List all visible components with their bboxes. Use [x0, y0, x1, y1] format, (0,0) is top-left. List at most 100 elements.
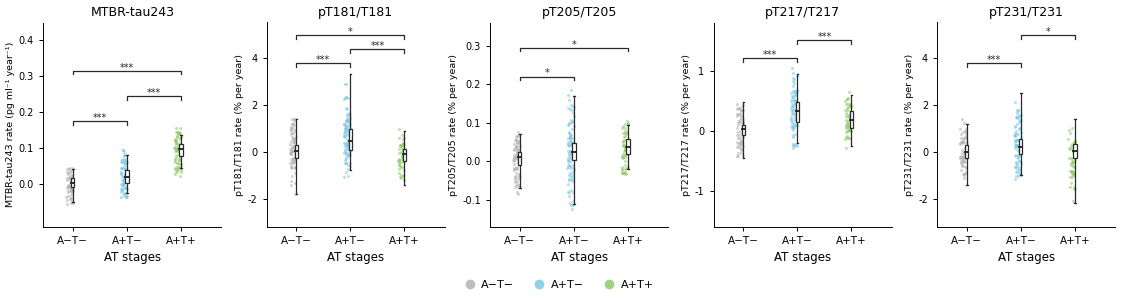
Point: [117, 194, 135, 199]
Point: [953, 150, 971, 155]
Point: [114, 182, 132, 187]
Point: [957, 127, 975, 131]
Point: [168, 141, 186, 146]
Point: [510, 138, 528, 142]
Point: [286, 154, 304, 158]
Title: pT217/T217: pT217/T217: [766, 6, 841, 19]
Point: [1011, 118, 1029, 123]
Point: [1009, 138, 1027, 142]
Point: [617, 171, 634, 176]
Point: [784, 111, 802, 116]
Point: [282, 128, 300, 132]
Point: [564, 199, 582, 203]
Point: [1065, 149, 1083, 154]
Point: [167, 153, 185, 158]
Point: [787, 91, 805, 96]
Point: [118, 187, 136, 191]
Point: [166, 145, 184, 150]
Point: [112, 169, 130, 174]
Point: [1009, 107, 1027, 112]
Point: [508, 140, 526, 145]
Point: [729, 106, 747, 110]
Point: [565, 141, 583, 146]
Point: [63, 187, 81, 192]
Point: [336, 147, 354, 152]
Point: [63, 165, 81, 170]
Bar: [179, 144, 183, 156]
Point: [285, 156, 303, 161]
Point: [729, 112, 747, 117]
Point: [286, 128, 304, 133]
Point: [63, 187, 81, 192]
Point: [335, 97, 353, 102]
Point: [341, 114, 359, 119]
Point: [62, 196, 80, 200]
X-axis label: AT stages: AT stages: [327, 251, 385, 264]
Point: [340, 139, 358, 144]
Point: [118, 160, 136, 165]
Point: [508, 149, 526, 154]
Point: [336, 81, 354, 86]
Point: [504, 153, 522, 158]
Point: [560, 144, 578, 148]
Point: [619, 152, 637, 157]
Point: [395, 140, 413, 145]
Point: [732, 115, 750, 120]
Point: [734, 118, 752, 123]
Point: [168, 146, 186, 151]
Point: [729, 123, 747, 128]
Point: [286, 192, 304, 197]
Point: [785, 128, 803, 132]
Point: [508, 134, 526, 138]
Point: [340, 152, 358, 157]
Point: [563, 119, 581, 124]
Point: [730, 136, 748, 141]
Point: [507, 145, 525, 149]
Point: [286, 135, 304, 140]
Point: [615, 137, 633, 142]
Point: [339, 147, 356, 152]
Point: [786, 88, 804, 93]
Point: [1064, 146, 1082, 151]
Point: [785, 98, 803, 103]
Point: [784, 70, 802, 75]
Point: [787, 106, 805, 111]
Point: [284, 131, 302, 136]
Point: [563, 127, 581, 132]
Point: [336, 125, 354, 130]
Point: [1007, 165, 1025, 170]
Point: [507, 182, 525, 187]
Point: [784, 104, 802, 109]
Point: [504, 159, 522, 164]
Point: [506, 184, 524, 189]
Point: [837, 117, 855, 122]
Point: [286, 151, 304, 156]
Point: [564, 203, 582, 208]
Point: [787, 93, 805, 98]
Point: [168, 146, 186, 151]
Point: [615, 153, 633, 158]
Point: [336, 127, 354, 132]
Point: [167, 169, 185, 174]
Point: [954, 158, 972, 162]
Point: [560, 131, 578, 136]
Point: [785, 111, 803, 116]
Point: [560, 138, 578, 142]
Point: [954, 148, 972, 153]
Point: [784, 123, 802, 128]
Point: [1006, 132, 1023, 137]
Point: [62, 192, 80, 197]
Point: [337, 116, 355, 121]
Point: [1012, 135, 1030, 140]
Point: [1065, 165, 1083, 170]
Point: [342, 112, 360, 116]
Point: [785, 112, 803, 117]
Point: [63, 178, 81, 182]
Point: [339, 130, 356, 134]
Point: [734, 153, 752, 158]
Point: [617, 145, 634, 150]
Point: [509, 152, 527, 156]
Point: [336, 118, 354, 123]
Point: [1007, 145, 1025, 150]
Point: [284, 149, 302, 154]
